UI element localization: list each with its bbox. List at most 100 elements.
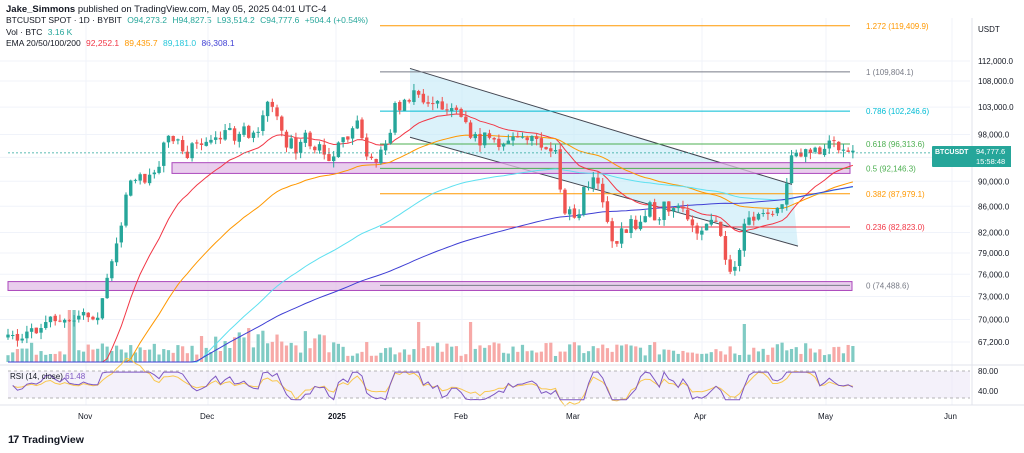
current-price-marker: BTCUSDT 94,777.6 15:58:48 (932, 146, 1011, 167)
candle-body (95, 317, 100, 321)
volume-bar (256, 334, 260, 362)
candle-body (247, 125, 251, 138)
ema-label[interactable]: EMA 20/50/100/200 (6, 38, 81, 48)
volume-bar (114, 345, 119, 362)
volume-label[interactable]: Vol · BTC (6, 26, 43, 37)
time-tick-label: Feb (454, 412, 468, 421)
volume-bar (247, 328, 251, 362)
candle-body (374, 158, 378, 163)
volume-bar (20, 348, 24, 362)
candle-body (303, 132, 308, 143)
candle-body (818, 147, 822, 155)
volume-bar (539, 351, 543, 362)
price-tick-label: 98,000.0 (978, 130, 1010, 139)
candle-body (195, 142, 199, 144)
candle-body (265, 101, 270, 117)
volume-bar (25, 348, 29, 362)
fib-level-label: 1 (109,804.1) (866, 68, 914, 77)
candle-body (756, 213, 761, 220)
candle-body (454, 107, 459, 110)
volume-bar (502, 352, 506, 362)
volume-bar (86, 344, 90, 362)
candle-body (270, 101, 275, 107)
volume-bar (110, 350, 114, 362)
candle-body (204, 141, 208, 146)
candle-body (742, 223, 747, 251)
candle-body (421, 93, 426, 103)
volume-bar (58, 351, 62, 362)
volume-bar (360, 351, 364, 362)
volume-bar (544, 343, 548, 362)
ema20-line (8, 113, 854, 363)
candle-body (77, 315, 81, 320)
candle-body (596, 177, 600, 184)
candle-body (29, 328, 34, 332)
volume-bar (572, 342, 576, 362)
symbol-info[interactable]: BTCUSDT SPOT · 1D · BYBIT (6, 15, 122, 25)
candle-body (832, 140, 836, 142)
footer-brand[interactable]: 17 TradingView (8, 434, 84, 446)
author-name[interactable]: Jake_Simmons (6, 4, 76, 15)
candle-body (492, 138, 496, 140)
rsi-label: RSI (14, close) 61.48 (10, 372, 86, 381)
candle-body (501, 143, 506, 147)
volume-bar (322, 335, 326, 362)
volume-bar (624, 344, 628, 362)
volume-bar (530, 350, 534, 362)
volume-bar (346, 355, 350, 362)
volume-bar (775, 344, 779, 362)
candle-body (681, 206, 685, 209)
volume-bar (317, 334, 322, 362)
volume-bar (313, 338, 317, 362)
volume-bar (808, 348, 812, 362)
volume-bar (662, 349, 666, 362)
candle-body (327, 154, 331, 162)
candle-body (346, 136, 350, 140)
price-tick-label: 82,000.0 (978, 229, 1010, 238)
candle-body (525, 137, 529, 141)
candle-body (223, 130, 227, 140)
volume-bar (459, 355, 463, 362)
price-tick-label: 90,000.0 (978, 177, 1010, 186)
volume-bar (719, 351, 723, 362)
volume-bar (105, 346, 109, 362)
volume-bar (181, 346, 185, 362)
candle-body (695, 225, 699, 234)
volume-bar (827, 354, 831, 362)
price-axis[interactable]: USDT 80.00 40.00 112,000.0 108,000.0 103,000… (971, 18, 1014, 405)
candle-body (431, 103, 435, 105)
time-axis[interactable]: Nov Dec 2025 Feb Mar Apr May Jun (0, 404, 1024, 421)
volume-bar (714, 349, 718, 362)
candle-body (516, 136, 520, 138)
volume-bar (431, 346, 435, 362)
volume-bar (794, 347, 798, 362)
volume-bar (11, 352, 15, 362)
candle-body (398, 101, 402, 111)
volume-bar (841, 353, 846, 362)
candle-body (648, 202, 652, 217)
candle-body (81, 311, 86, 316)
volume-bar (417, 322, 421, 362)
candle-body (733, 266, 737, 271)
candle-body (388, 132, 393, 144)
price-tick-label: 103,000.0 (978, 103, 1014, 112)
volume-bar (72, 310, 76, 362)
candle-body (851, 150, 855, 153)
candle-body (808, 149, 813, 153)
candle-body (601, 183, 605, 203)
volume-bar (242, 337, 246, 362)
volume-bar (6, 355, 10, 362)
rsi-tick-label: 80.00 (978, 367, 999, 376)
candle-body (445, 109, 449, 111)
volume-bar (709, 352, 713, 362)
candle-body (789, 155, 794, 184)
volume-bar (388, 347, 392, 362)
candle-body (619, 228, 624, 244)
volume-bar (350, 355, 355, 362)
candle-body (185, 151, 190, 159)
candle-body (284, 131, 289, 148)
candle-body (298, 141, 303, 153)
candle-body (719, 221, 723, 236)
volume-bar (421, 348, 425, 362)
